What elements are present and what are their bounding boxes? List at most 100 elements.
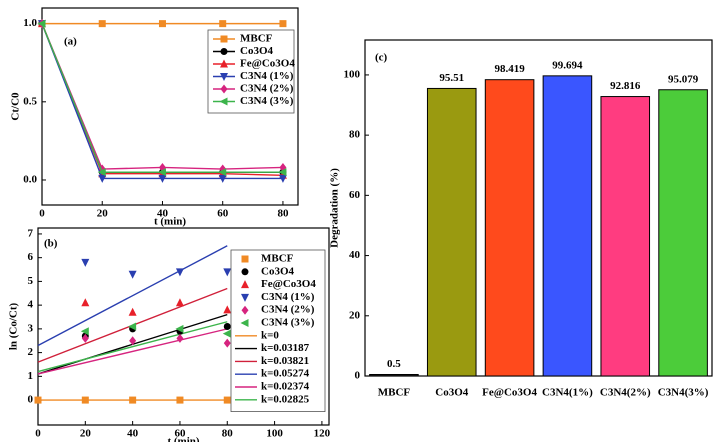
y-tick-label: 3 <box>28 322 34 334</box>
y-tick-label: 0 <box>28 394 34 406</box>
marker <box>176 396 184 404</box>
legend-label: k=0.02825 <box>261 393 310 405</box>
marker <box>223 323 231 330</box>
y-tick-label: 6 <box>28 251 34 263</box>
x-tick-label: 100 <box>266 428 283 440</box>
marker <box>128 307 137 316</box>
y-axis-label: ln (Co/Ct) <box>8 302 20 350</box>
marker <box>128 270 137 279</box>
legend-marker <box>241 293 249 302</box>
marker <box>176 333 184 343</box>
marker <box>81 258 90 267</box>
bar <box>542 75 593 377</box>
legend-marker <box>220 35 228 43</box>
x-axis-label: t (min) <box>167 436 199 442</box>
fit-line <box>37 328 228 375</box>
marker <box>129 396 137 404</box>
y-tick-label: 1 <box>28 370 34 382</box>
x-tick-label: 40 <box>127 428 139 440</box>
marker <box>81 333 89 343</box>
y-tick-label: 0 <box>355 370 361 382</box>
marker <box>223 338 231 348</box>
y-tick-label: 80 <box>349 129 361 141</box>
y-tick-label: 2 <box>28 346 34 358</box>
legend-label: C3N4 (1%) <box>261 291 315 303</box>
y-tick-label: 0.5 <box>23 95 37 107</box>
x-tick-label: 80 <box>222 428 234 440</box>
marker <box>98 174 107 183</box>
legend-label: C3N4 (2%) <box>261 304 315 316</box>
y-tick-label: 60 <box>349 189 361 201</box>
marker <box>223 396 231 404</box>
marker <box>129 336 137 346</box>
marker <box>278 168 287 177</box>
marker <box>128 322 137 331</box>
value-label: 95.079 <box>668 73 699 85</box>
plot-frame <box>41 7 299 206</box>
legend-label: k=0.03821 <box>261 355 309 367</box>
marker <box>175 324 184 333</box>
marker <box>157 168 166 177</box>
marker <box>278 174 287 183</box>
marker <box>223 305 232 314</box>
bar <box>484 79 535 377</box>
x-tick-label: 0 <box>39 208 45 220</box>
legend-marker <box>220 59 228 68</box>
legend-label: Fe@Co3O4 <box>240 58 295 70</box>
legend-marker <box>220 48 228 55</box>
legend-marker <box>220 73 228 81</box>
marker <box>158 174 167 183</box>
marker <box>97 168 106 177</box>
marker <box>219 20 227 28</box>
legend-label: C3N4 (3%) <box>240 95 294 107</box>
y-tick-label: 20 <box>349 309 361 321</box>
marker <box>218 168 227 177</box>
legend-marker <box>241 268 249 276</box>
legend-label: k=0.03187 <box>261 342 310 354</box>
fit-line <box>37 321 228 373</box>
value-label: 99.694 <box>552 59 583 71</box>
marker <box>34 396 42 404</box>
legend-label: Co3O4 <box>261 265 295 277</box>
marker <box>81 298 90 307</box>
legend-marker <box>241 255 249 263</box>
legend-box <box>207 29 295 114</box>
y-tick-label: 100 <box>344 68 361 80</box>
y-axis-label: Degradation (%) <box>329 168 341 248</box>
legend-marker <box>220 84 228 94</box>
marker <box>279 20 287 28</box>
legend-label: MBCF <box>261 253 294 265</box>
y-tick-label: 5 <box>28 275 34 287</box>
y-tick-label: 0.0 <box>23 174 37 186</box>
marker <box>81 396 89 404</box>
bar <box>600 96 651 377</box>
x-axis-label: t (min) <box>154 216 186 228</box>
x-tick-label: 80 <box>277 208 289 220</box>
plot-frame <box>37 227 330 426</box>
legend-label: Fe@Co3O4 <box>261 278 316 290</box>
marker <box>223 268 232 277</box>
legend-marker <box>240 319 249 327</box>
legend-marker <box>219 97 228 106</box>
x-tick-label: 120 <box>314 428 331 440</box>
y-axis-label: Ct/C0 <box>10 92 22 121</box>
x-tick-label: Fe@Co3O4 <box>482 387 537 399</box>
x-tick-label: 20 <box>97 208 109 220</box>
y-tick-label: 7 <box>28 227 34 239</box>
marker <box>222 329 231 338</box>
legend-label: MBCF <box>240 33 273 45</box>
x-tick-label: C3N4(1%) <box>542 387 593 399</box>
x-tick-label: C3N4(3%) <box>658 387 709 399</box>
x-tick-label: 20 <box>80 428 92 440</box>
plot-frame <box>364 39 713 377</box>
x-tick-label: C3N4(2%) <box>600 387 651 399</box>
fit-line <box>37 245 228 347</box>
legend-label: C3N4 (2%) <box>240 83 294 95</box>
legend-label: k=0.02374 <box>261 381 310 393</box>
marker <box>158 20 166 28</box>
legend-label: C3N4 (3%) <box>261 317 315 329</box>
y-tick-label: 1.0 <box>23 17 37 29</box>
legend-label: Co3O4 <box>240 45 274 57</box>
bar <box>658 89 708 377</box>
